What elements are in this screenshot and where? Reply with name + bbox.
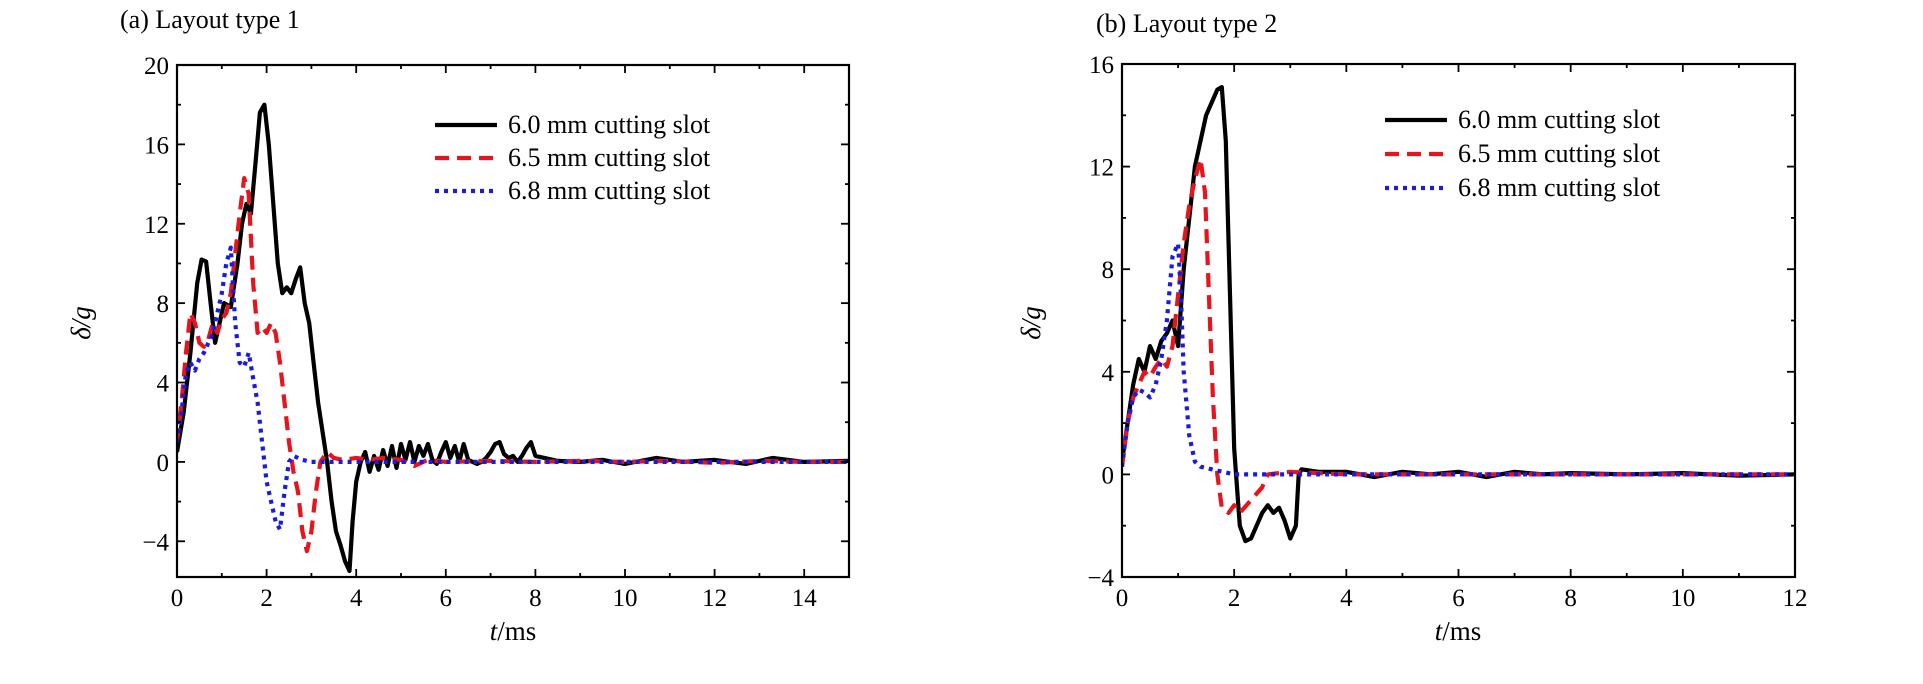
chart-panel-a: (a) Layout type 1 0 2 4 6 8 10 12 14 −4 0 4 8 12 16 20 t… [66,5,851,646]
y-tick-label: 0 [1102,462,1115,489]
series-line-6-8mm [1122,241,1795,477]
x-axis-label: t/ms [1435,616,1482,646]
x-axis-label: t/ms [490,616,537,646]
y-tick-label: 8 [1102,257,1115,284]
legend: 6.0 mm cutting slot 6.5 mm cutting slot 6.… [1385,105,1661,202]
y-axis-label: δ/g [1016,306,1046,340]
x-tick-label: 10 [1670,585,1695,612]
y-tick-label: 16 [1089,52,1114,79]
x-tick-label: 8 [529,585,542,612]
chart-title: (a) Layout type 1 [120,5,300,34]
legend-label: 6.5 mm cutting slot [1458,139,1661,168]
x-tick-label: 8 [1564,585,1577,612]
series-line-6-8mm [177,245,849,532]
y-tick-label: 8 [157,291,170,318]
y-tick-label: 0 [157,450,170,477]
x-tick-label: 12 [1783,585,1808,612]
x-tick-label: 12 [702,585,727,612]
x-tick-label: 2 [1228,585,1241,612]
x-tick-label: 6 [1452,585,1465,612]
x-tick-label: 4 [350,585,363,612]
legend: 6.0 mm cutting slot 6.5 mm cutting slot 6.… [435,110,711,205]
x-tick-label: 0 [171,585,184,612]
y-tick-label: 12 [1089,155,1114,182]
x-tick-label: 0 [1116,585,1129,612]
x-tick-label: 14 [792,585,818,612]
legend-label: 6.5 mm cutting slot [508,143,711,172]
y-tick-label: −4 [142,529,169,556]
chart-title: (b) Layout type 2 [1096,9,1277,38]
x-axis-label-var: t [1435,616,1444,646]
y-tick-label: 4 [1102,360,1115,387]
x-tick-label: 6 [440,585,453,612]
y-tick-label: 20 [144,53,169,80]
x-tick-label: 10 [613,585,638,612]
x-tick-label: 4 [1340,585,1353,612]
legend-label: 6.8 mm cutting slot [508,176,711,205]
y-tick-label: 12 [144,212,169,239]
x-tick-label: 2 [260,585,273,612]
series-line-6-5mm [1122,156,1795,515]
plot-frame [175,63,851,579]
y-tick-label: 4 [157,371,170,398]
chart-panel-b: (b) Layout type 20 2 4 6 8 10 12−40481216t/msδ… [1016,9,1808,646]
y-tick-label: −4 [1087,565,1114,592]
series-line-6-5mm [177,176,849,554]
x-axis-label-var: t [490,616,499,646]
series-line-6-0mm [177,102,849,574]
legend-label: 6.0 mm cutting slot [508,110,711,139]
legend-label: 6.0 mm cutting slot [1458,105,1661,134]
legend-label: 6.8 mm cutting slot [1458,173,1661,202]
y-axis-label: δ/g [66,306,96,340]
x-axis-label-unit: /ms [1442,616,1481,646]
x-axis-label-unit: /ms [497,616,536,646]
y-tick-label: 16 [144,132,169,159]
